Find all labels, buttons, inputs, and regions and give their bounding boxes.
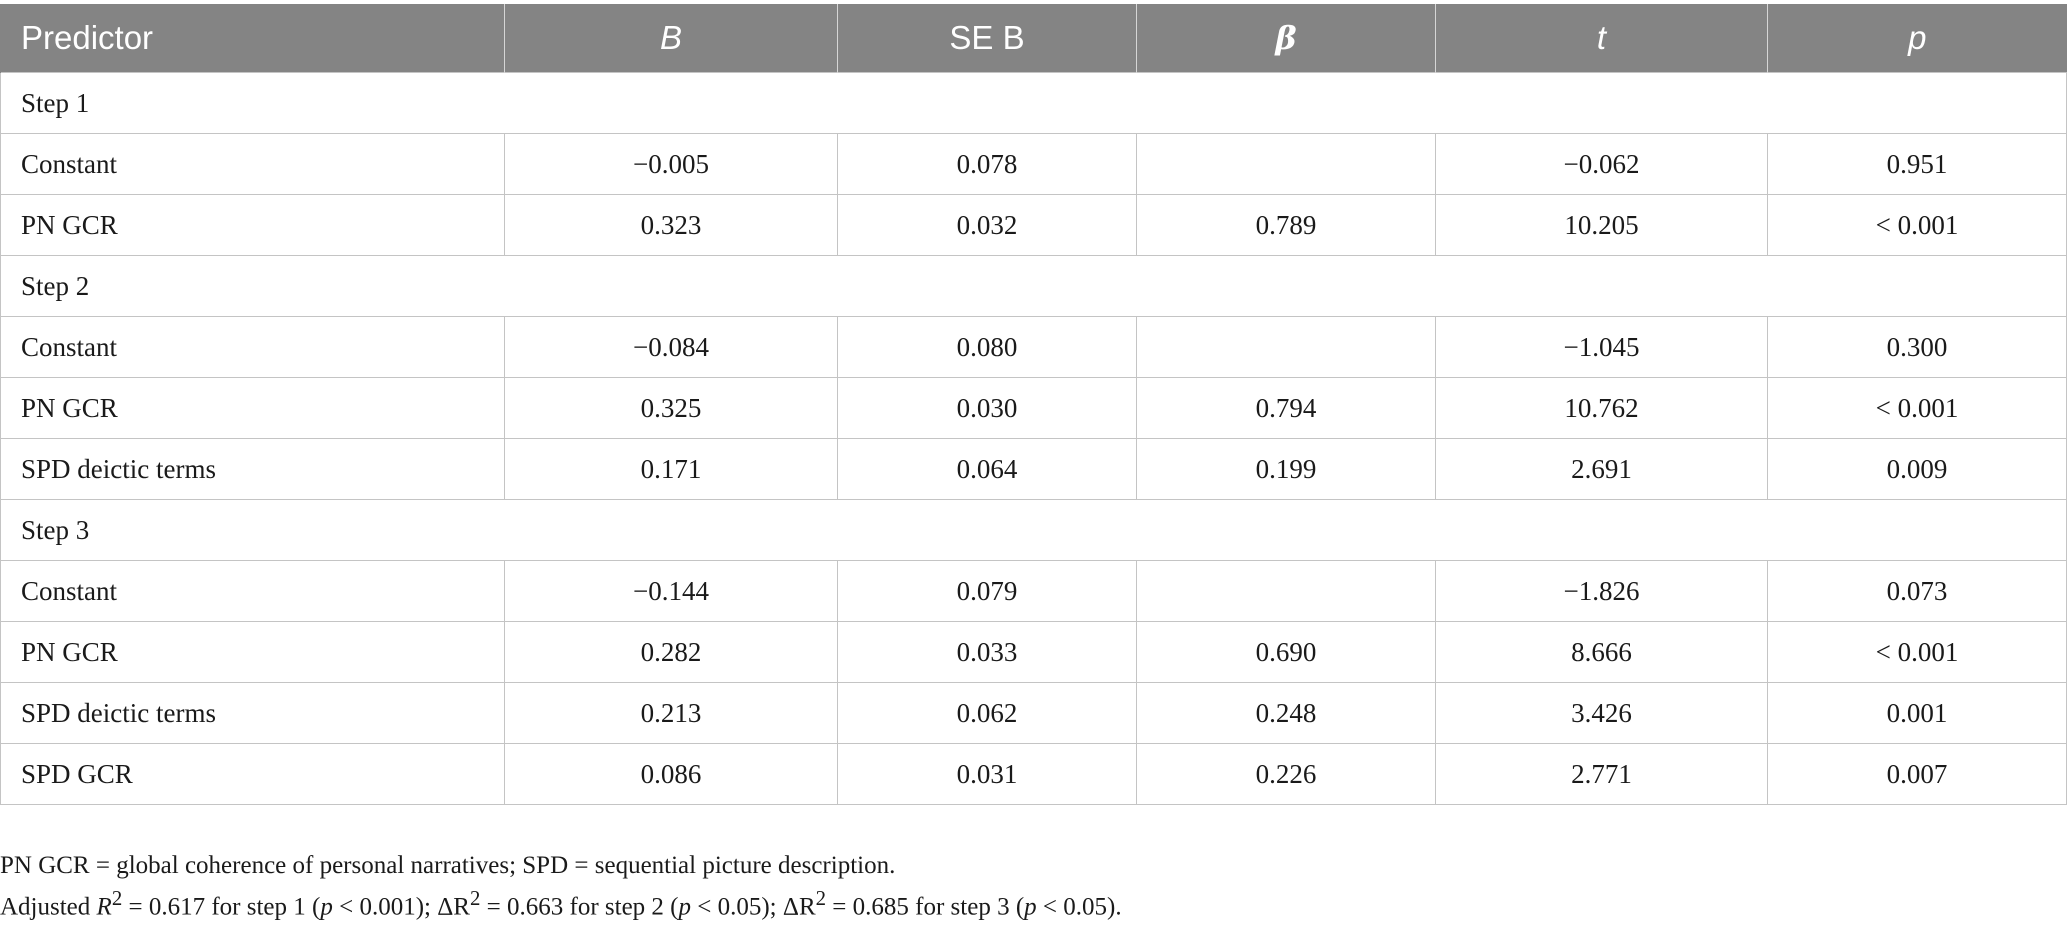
note-p-symbol-3: p (1024, 893, 1037, 921)
cell-beta: 0.226 (1136, 743, 1436, 805)
header-p: p (1767, 4, 2067, 73)
note-sup-1: 2 (111, 886, 123, 910)
cell-se-b: 0.032 (837, 194, 1137, 256)
cell-b: −0.005 (504, 133, 838, 195)
cell-predictor: Constant (0, 560, 505, 622)
cell-b: 0.323 (504, 194, 838, 256)
cell-beta: 0.690 (1136, 621, 1436, 683)
table-row: Constant −0.084 0.080 −1.045 0.300 (0, 316, 2067, 378)
header-row: Predictor B SE B β t p (0, 4, 2067, 73)
cell-t: −1.826 (1435, 560, 1768, 622)
step-label: Step 1 (0, 72, 2067, 134)
regression-table-container: Predictor B SE B β t p Step 1 Constant −0.… (0, 4, 2067, 805)
cell-predictor: PN GCR (0, 194, 505, 256)
cell-b: 0.086 (504, 743, 838, 805)
regression-table: Predictor B SE B β t p Step 1 Constant −0.… (0, 4, 2067, 805)
cell-predictor: Constant (0, 316, 505, 378)
cell-p: 0.001 (1767, 682, 2067, 744)
cell-p: < 0.001 (1767, 377, 2067, 439)
cell-b: 0.213 (504, 682, 838, 744)
table-row: PN GCR 0.325 0.030 0.794 10.762 < 0.001 (0, 377, 2067, 439)
cell-t: −1.045 (1435, 316, 1768, 378)
note-p-symbol-2: p (678, 893, 692, 921)
cell-t: 2.771 (1435, 743, 1768, 805)
note-sup-2: 2 (469, 886, 481, 910)
header-se-b: SE B (837, 4, 1137, 73)
cell-predictor: PN GCR (0, 621, 505, 683)
note-part4: < 0.05); ΔR (691, 893, 816, 921)
cell-predictor: SPD GCR (0, 743, 505, 805)
note-part6: < 0.05). (1036, 893, 1122, 921)
note-r-symbol: R (96, 893, 112, 921)
note-r-squared: Adjusted R2 = 0.617 for step 1 (p < 0.00… (0, 882, 1122, 923)
table-notes: PN GCR = global coherence of personal na… (0, 850, 1122, 923)
header-beta: β (1136, 4, 1436, 73)
step-label: Step 2 (0, 255, 2067, 317)
cell-p: < 0.001 (1767, 194, 2067, 256)
step-label: Step 3 (0, 499, 2067, 561)
table-row: SPD deictic terms 0.171 0.064 0.199 2.691 0.0… (0, 438, 2067, 500)
cell-b: 0.325 (504, 377, 838, 439)
cell-beta (1136, 560, 1436, 622)
step-row: Step 3 (0, 499, 2067, 561)
note-part1: = 0.617 for step 1 ( (122, 893, 321, 921)
header-b: B (504, 4, 838, 73)
table-row: Constant −0.144 0.079 −1.826 0.073 (0, 560, 2067, 622)
cell-b: −0.144 (504, 560, 838, 622)
cell-t: 2.691 (1435, 438, 1768, 500)
cell-b: 0.282 (504, 621, 838, 683)
cell-se-b: 0.062 (837, 682, 1137, 744)
cell-beta: 0.794 (1136, 377, 1436, 439)
cell-p: 0.951 (1767, 133, 2067, 195)
cell-b: 0.171 (504, 438, 838, 500)
cell-p: 0.073 (1767, 560, 2067, 622)
table-row: Constant −0.005 0.078 −0.062 0.951 (0, 133, 2067, 195)
cell-predictor: SPD deictic terms (0, 438, 505, 500)
cell-se-b: 0.078 (837, 133, 1137, 195)
step-row: Step 1 (0, 72, 2067, 134)
note-prefix: Adjusted (0, 893, 97, 921)
header-t: t (1435, 4, 1768, 73)
note-part2: < 0.001); ΔR (332, 893, 470, 921)
table-body: Step 1 Constant −0.005 0.078 −0.062 0.951 PN G… (0, 72, 2067, 805)
table-row: SPD deictic terms 0.213 0.062 0.248 3.426 0.0… (0, 682, 2067, 744)
cell-p: 0.007 (1767, 743, 2067, 805)
cell-se-b: 0.064 (837, 438, 1137, 500)
cell-p: < 0.001 (1767, 621, 2067, 683)
cell-t: 3.426 (1435, 682, 1768, 744)
table-row: PN GCR 0.323 0.032 0.789 10.205 < 0.001 (0, 194, 2067, 256)
cell-beta: 0.789 (1136, 194, 1436, 256)
cell-beta (1136, 133, 1436, 195)
cell-beta (1136, 316, 1436, 378)
note-part5: = 0.685 for step 3 ( (826, 893, 1025, 921)
table-row: SPD GCR 0.086 0.031 0.226 2.771 0.007 (0, 743, 2067, 805)
cell-se-b: 0.031 (837, 743, 1137, 805)
cell-se-b: 0.079 (837, 560, 1137, 622)
cell-p: 0.300 (1767, 316, 2067, 378)
cell-predictor: SPD deictic terms (0, 682, 505, 744)
table-row: PN GCR 0.282 0.033 0.690 8.666 < 0.001 (0, 621, 2067, 683)
note-part3: = 0.663 for step 2 ( (480, 893, 679, 921)
table-header: Predictor B SE B β t p (0, 4, 2067, 73)
note-abbreviations: PN GCR = global coherence of personal na… (0, 852, 896, 879)
cell-predictor: PN GCR (0, 377, 505, 439)
note-sup-3: 2 (815, 886, 827, 910)
step-row: Step 2 (0, 255, 2067, 317)
cell-t: −0.062 (1435, 133, 1768, 195)
cell-p: 0.009 (1767, 438, 2067, 500)
note-p-symbol-1: p (320, 893, 333, 921)
cell-t: 10.762 (1435, 377, 1768, 439)
cell-se-b: 0.080 (837, 316, 1137, 378)
cell-t: 8.666 (1435, 621, 1768, 683)
cell-beta: 0.248 (1136, 682, 1436, 744)
cell-predictor: Constant (0, 133, 505, 195)
cell-se-b: 0.030 (837, 377, 1137, 439)
cell-b: −0.084 (504, 316, 838, 378)
cell-se-b: 0.033 (837, 621, 1137, 683)
cell-t: 10.205 (1435, 194, 1768, 256)
header-predictor: Predictor (0, 4, 505, 73)
cell-beta: 0.199 (1136, 438, 1436, 500)
